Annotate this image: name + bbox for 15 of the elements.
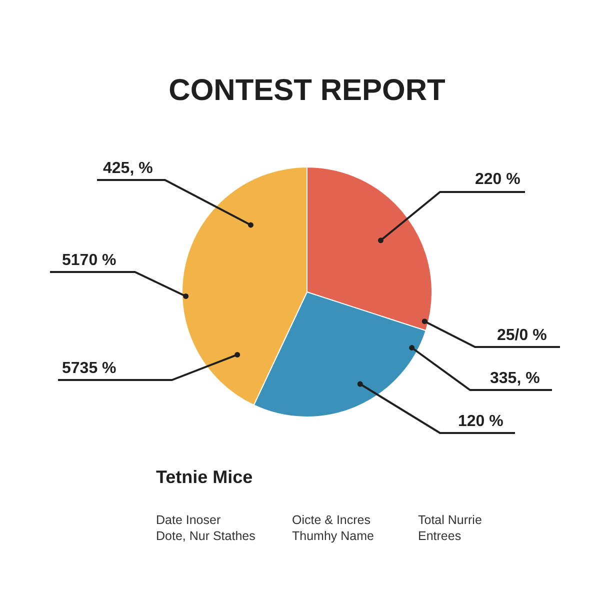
text: 335, %	[490, 370, 540, 387]
text: 220 %	[475, 171, 520, 188]
legend-title: Tetnie Mice	[156, 467, 253, 487]
text: 120 %	[458, 413, 504, 430]
text: Oicte & Incres	[292, 513, 370, 527]
chart-title: CONTEST REPORT	[168, 74, 446, 107]
text: Dote, Nur Stathes	[156, 529, 256, 543]
text: Total Nurrie	[418, 513, 482, 527]
text: 25/0 %	[497, 327, 547, 344]
text: Date Inoser	[156, 513, 221, 527]
text: 425, %	[103, 160, 153, 177]
text: Entrees	[418, 529, 462, 543]
text: Thumhy Name	[292, 529, 374, 543]
text: 5735 %	[62, 360, 116, 377]
text: 5170 %	[62, 252, 116, 269]
